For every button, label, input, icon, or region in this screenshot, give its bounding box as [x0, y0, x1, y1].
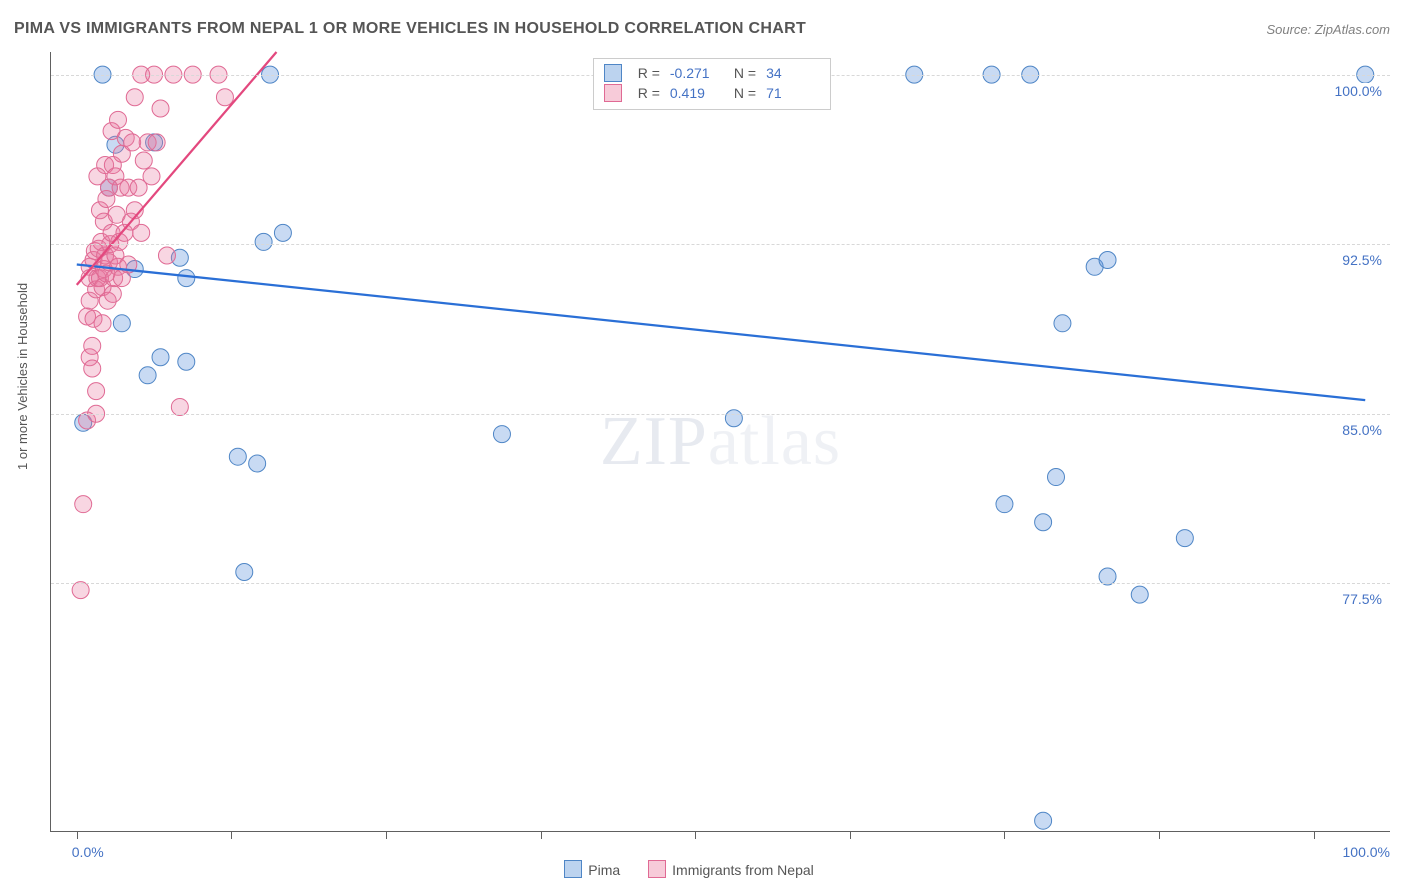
plot-area: ZIPatlas 77.5%85.0%92.5%100.0% [50, 52, 1390, 832]
scatter-point [152, 100, 169, 117]
scatter-point [255, 233, 272, 250]
x-tick [386, 831, 387, 839]
gridline [51, 244, 1390, 245]
scatter-point [1048, 469, 1065, 486]
scatter-point [996, 496, 1013, 513]
scatter-point [104, 285, 121, 302]
x-tick [695, 831, 696, 839]
scatter-point [178, 353, 195, 370]
legend-n-label: N = [734, 83, 756, 103]
scatter-point [126, 89, 143, 106]
scatter-point [1131, 586, 1148, 603]
bottom-legend: Pima Immigrants from Nepal [0, 860, 1406, 878]
legend-r-label: R = [638, 83, 660, 103]
scatter-point [1054, 315, 1071, 332]
legend-n-value: 34 [766, 63, 820, 83]
scatter-point [110, 111, 127, 128]
y-tick-label: 100.0% [1333, 83, 1384, 99]
x-tick [541, 831, 542, 839]
legend-n-value: 71 [766, 83, 820, 103]
x-tick [231, 831, 232, 839]
scatter-point [274, 224, 291, 241]
y-axis-title: 1 or more Vehicles in Household [15, 283, 30, 470]
scatter-point [249, 455, 266, 472]
scatter-point [143, 168, 160, 185]
legend-n-label: N = [734, 63, 756, 83]
scatter-point [148, 134, 165, 151]
chart-title: PIMA VS IMMIGRANTS FROM NEPAL 1 OR MORE … [14, 20, 806, 38]
legend-row: R = 0.419 N = 71 [604, 83, 820, 103]
scatter-point [725, 410, 742, 427]
trend-line [77, 265, 1365, 401]
scatter-point [124, 134, 141, 151]
correlation-legend: R = -0.271 N = 34 R = 0.419 N = 71 [593, 58, 831, 110]
legend-swatch [564, 860, 582, 878]
scatter-point [84, 360, 101, 377]
y-tick-label: 85.0% [1340, 422, 1384, 438]
scatter-point [75, 496, 92, 513]
scatter-point [139, 367, 156, 384]
scatter-point [133, 224, 150, 241]
scatter-point [158, 247, 175, 264]
scatter-point [229, 448, 246, 465]
scatter-point [94, 315, 111, 332]
scatter-point [1035, 514, 1052, 531]
legend-r-value: -0.271 [670, 63, 724, 83]
legend-row: R = -0.271 N = 34 [604, 63, 820, 83]
scatter-point [1035, 812, 1052, 829]
y-tick-label: 77.5% [1340, 591, 1384, 607]
scatter-point [84, 337, 101, 354]
x-tick [850, 831, 851, 839]
legend-swatch [648, 860, 666, 878]
plot-svg [51, 52, 1391, 832]
scatter-point [216, 89, 233, 106]
scatter-point [113, 315, 130, 332]
legend-swatch [604, 84, 622, 102]
gridline [51, 414, 1390, 415]
scatter-point [236, 564, 253, 581]
scatter-point [1176, 530, 1193, 547]
legend-r-label: R = [638, 63, 660, 83]
x-tick [1314, 831, 1315, 839]
scatter-point [493, 426, 510, 443]
legend-r-value: 0.419 [670, 83, 724, 103]
source-label: Source: ZipAtlas.com [1266, 22, 1390, 37]
scatter-point [178, 270, 195, 287]
scatter-point [135, 152, 152, 169]
legend-swatch [604, 64, 622, 82]
scatter-point [1099, 252, 1116, 269]
scatter-point [152, 349, 169, 366]
gridline [51, 583, 1390, 584]
x-tick-label-start: 0.0% [72, 844, 104, 860]
x-tick-label-end: 100.0% [1343, 844, 1390, 860]
chart-container: PIMA VS IMMIGRANTS FROM NEPAL 1 OR MORE … [0, 0, 1406, 892]
legend-label: Pima [588, 862, 620, 878]
y-tick-label: 92.5% [1340, 252, 1384, 268]
x-tick [1004, 831, 1005, 839]
x-tick [77, 831, 78, 839]
x-tick [1159, 831, 1160, 839]
scatter-point [88, 383, 105, 400]
legend-label: Immigrants from Nepal [672, 862, 814, 878]
